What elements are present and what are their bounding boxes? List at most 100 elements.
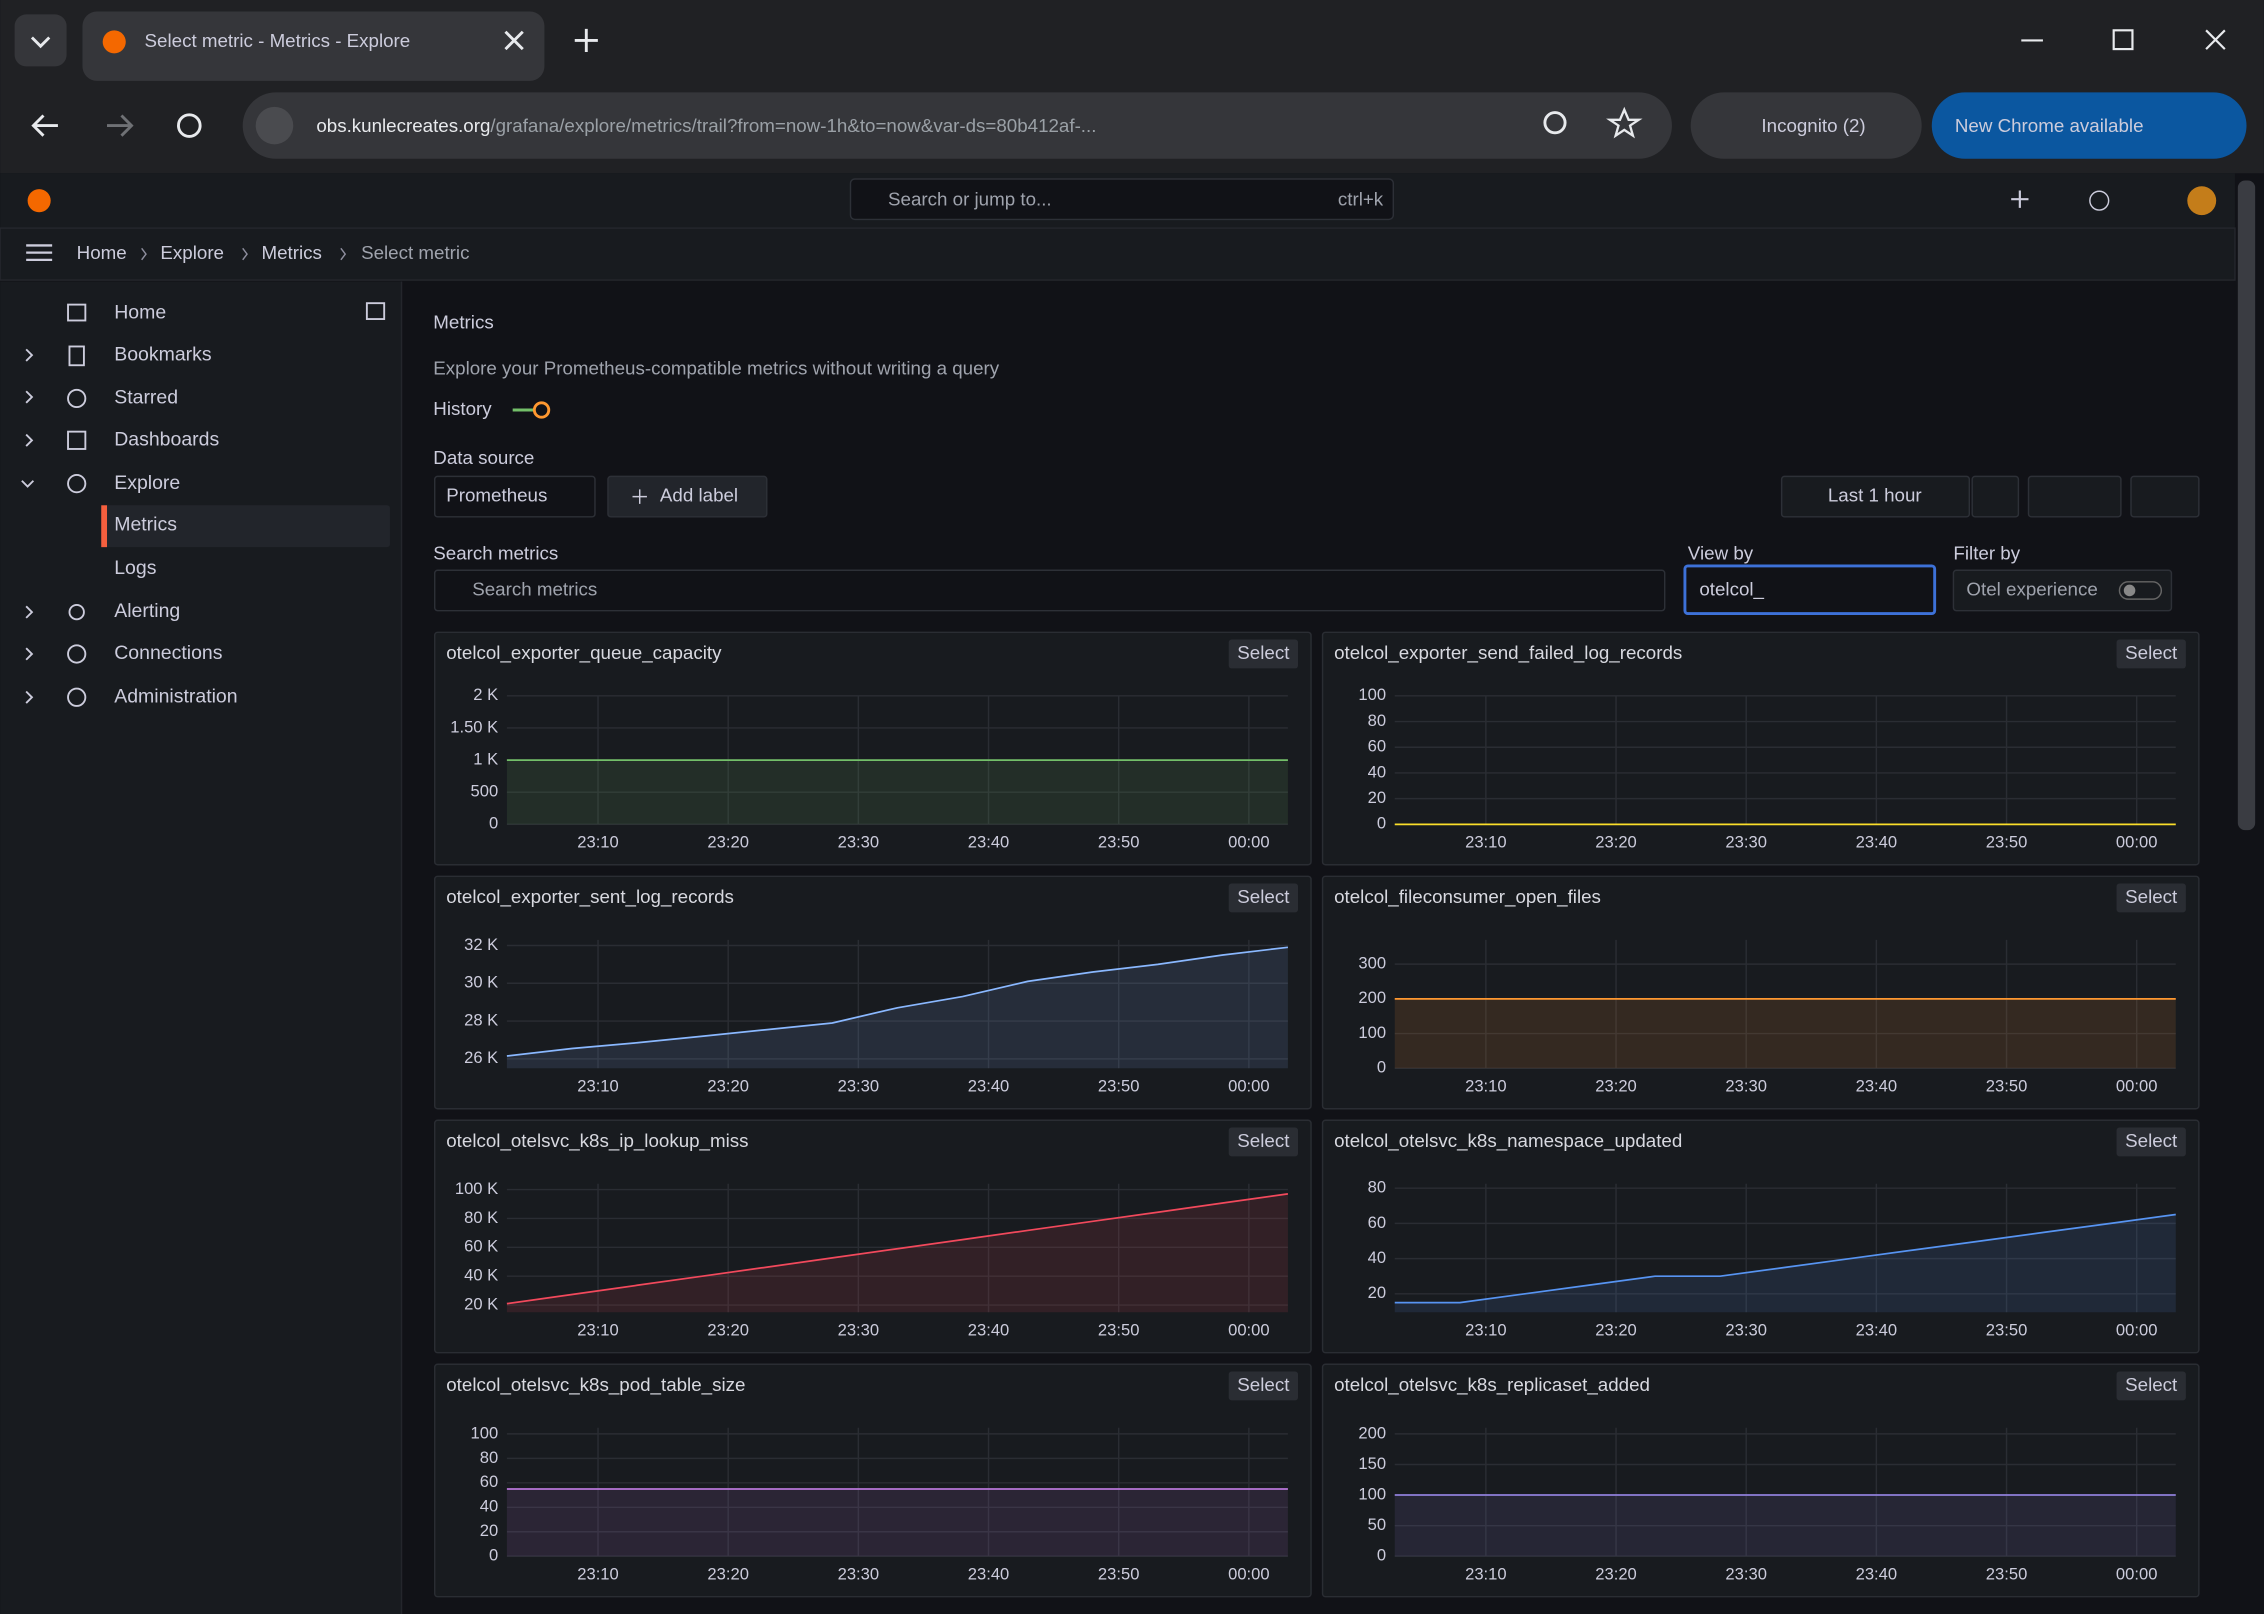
select-button[interactable] — [1228, 1371, 1299, 1401]
x-tick-label: 23:50 — [1098, 1564, 1140, 1583]
panel-title: otelcol_otelsvc_k8s_pod_table_size — [446, 1374, 745, 1396]
nav-item[interactable]: Metrics — [114, 514, 177, 536]
y-tick-label: 200 — [1358, 988, 1386, 1007]
select-button[interactable] — [1228, 883, 1299, 913]
page-title: Metrics — [433, 311, 493, 332]
select-button[interactable] — [2116, 1127, 2186, 1157]
y-tick-label: 26 K — [464, 1048, 498, 1067]
x-tick-label: 23:30 — [1725, 1320, 1767, 1339]
grafana-logo[interactable] — [27, 189, 51, 213]
y-tick-label: 40 — [480, 1497, 498, 1516]
x-tick-label: 23:30 — [838, 1320, 880, 1339]
x-tick-label: 23:50 — [1986, 1564, 2028, 1583]
x-tick-label: 23:30 — [838, 1564, 880, 1583]
avatar[interactable] — [2187, 186, 2217, 216]
select-button[interactable] — [1228, 1127, 1299, 1157]
x-tick-label: 23:20 — [707, 1564, 749, 1583]
update-button[interactable] — [1931, 92, 2247, 159]
zoom-out[interactable] — [1971, 475, 2020, 518]
new-tab[interactable] — [574, 28, 598, 52]
y-tick-label: 500 — [471, 782, 499, 801]
add-label-button[interactable] — [607, 475, 768, 518]
crumb[interactable]: Explore — [160, 242, 224, 263]
area-fill — [506, 760, 1288, 825]
x-tick-label: 23:10 — [1465, 1076, 1507, 1095]
nav-item[interactable]: Dashboards — [114, 428, 219, 450]
area-fill — [1394, 1495, 2176, 1557]
back[interactable] — [31, 114, 58, 137]
add-menu[interactable] — [2011, 190, 2029, 208]
x-tick-label: 23:40 — [968, 1076, 1010, 1095]
tab-close[interactable] — [504, 30, 524, 51]
omnibox[interactable] — [242, 92, 1672, 159]
select-button[interactable] — [2116, 639, 2186, 669]
search-box[interactable] — [849, 178, 1395, 221]
nav-item[interactable]: Starred — [114, 387, 178, 409]
zoom[interactable] — [1543, 111, 1567, 135]
x-tick-label: 23:50 — [1986, 832, 2028, 851]
x-tick-label: 23:10 — [577, 832, 619, 851]
panel — [433, 1363, 1312, 1598]
nav-item[interactable]: Connections — [114, 642, 222, 664]
otel-experience: Otel experience — [1966, 578, 2097, 599]
sidebar — [0, 281, 402, 1614]
nav-item[interactable]: Logs — [114, 557, 156, 579]
select-button[interactable] — [2116, 1371, 2186, 1401]
nav-item[interactable]: Administration — [114, 685, 237, 707]
x-tick-label: 23:30 — [838, 832, 880, 851]
x-tick-label: 23:40 — [968, 1320, 1010, 1339]
nav-item[interactable]: Bookmarks — [114, 343, 212, 365]
y-tick-label: 1.50 K — [450, 717, 498, 736]
help[interactable] — [2089, 190, 2110, 211]
x-tick-label: 23:30 — [1725, 832, 1767, 851]
menu[interactable] — [26, 244, 53, 262]
x-tick-label: 23:40 — [1856, 1564, 1898, 1583]
close[interactable] — [2205, 29, 2226, 50]
x-tick-label: 23:20 — [1595, 1564, 1637, 1583]
nav-item[interactable]: Alerting — [114, 600, 180, 622]
nav-item[interactable]: Explore — [114, 472, 180, 494]
data-source-label: Data source — [433, 447, 534, 468]
data-source-picker[interactable] — [433, 475, 596, 518]
bookmark-star[interactable] — [1606, 106, 1643, 139]
settings[interactable] — [2130, 475, 2200, 518]
tab-menu[interactable] — [14, 14, 67, 67]
select-button[interactable] — [2116, 883, 2186, 913]
x-tick-label: 23:40 — [968, 1564, 1010, 1583]
panel-title: otelcol_otelsvc_k8s_namespace_updated — [1334, 1130, 1682, 1152]
data-source: Prometheus — [446, 485, 547, 506]
maximize[interactable] — [2112, 29, 2134, 51]
crumb: Select metric — [361, 242, 469, 263]
crumb[interactable]: Home — [77, 242, 127, 263]
refresh[interactable] — [2027, 475, 2122, 518]
y-tick-label: 1 K — [473, 749, 498, 768]
x-tick-label: 23:10 — [1465, 1320, 1507, 1339]
crumb[interactable]: Metrics — [261, 242, 321, 263]
site-info[interactable] — [255, 106, 294, 145]
time-picker[interactable] — [1780, 475, 1971, 518]
x-tick-label: 23:40 — [1856, 1076, 1898, 1095]
search-metrics[interactable] — [433, 569, 1666, 612]
forward[interactable] — [107, 114, 134, 137]
x-tick-label: 23:10 — [577, 1076, 619, 1095]
view-by-select[interactable] — [1683, 564, 1937, 615]
tab[interactable] — [82, 11, 545, 81]
x-tick-label: 23:50 — [1098, 832, 1140, 851]
nav-item[interactable]: Home — [114, 301, 166, 323]
x-tick-label: 23:20 — [707, 832, 749, 851]
y-tick-label: 80 — [1368, 1178, 1386, 1197]
reload[interactable] — [177, 113, 202, 138]
history-toggle[interactable] — [532, 401, 551, 419]
otel-toggle-box[interactable] — [1952, 569, 2173, 612]
y-tick-label: 32 K — [464, 935, 498, 954]
x-tick-label: 00:00 — [1228, 1320, 1270, 1339]
series-line — [506, 946, 1289, 1057]
area-fill — [1394, 998, 2176, 1069]
y-tick-label: 100 — [1358, 685, 1386, 704]
select-button[interactable] — [1228, 639, 1299, 669]
x-tick-label: 23:30 — [838, 1076, 880, 1095]
incognito[interactable] — [1690, 92, 1922, 159]
view-by: otelcol_ — [1699, 578, 1764, 600]
scrollbar[interactable] — [2237, 180, 2256, 831]
